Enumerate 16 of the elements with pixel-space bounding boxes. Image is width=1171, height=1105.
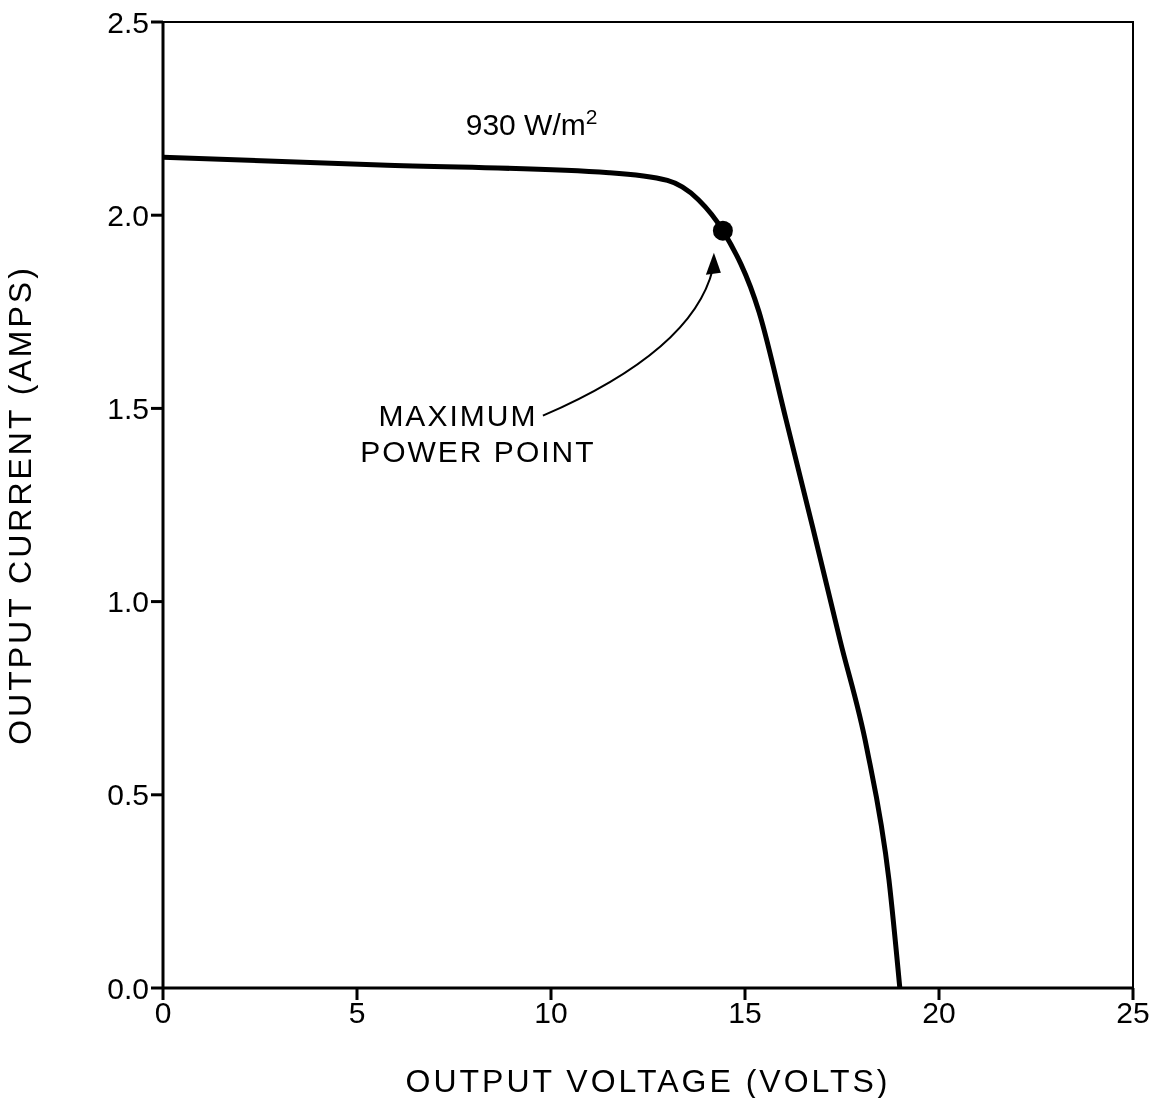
- x-tick-label: 25: [1116, 996, 1150, 1030]
- x-axis-title: OUTPUT VOLTAGE (VOLTS): [405, 1063, 891, 1099]
- series-label: 930 W/m$^{2}$: [465, 104, 598, 142]
- annotation: MAXIMUM POWER POINT: [360, 398, 596, 468]
- y-tick-label: 2.5: [107, 5, 149, 39]
- y-tick-label: 0.5: [107, 778, 149, 812]
- y-tick-label: 0.0: [107, 971, 149, 1005]
- x-tick-label: 20: [922, 996, 956, 1030]
- y-tick-label: 1.5: [107, 392, 149, 426]
- x-tick-label: 10: [534, 996, 568, 1030]
- y-tick-label: 1.0: [107, 585, 149, 619]
- y-axis-title: OUTPUT CURRENT (AMPS): [2, 265, 39, 745]
- x-tick-label: 15: [728, 996, 762, 1030]
- y-tick-label: 2.0: [107, 198, 149, 232]
- x-tick-label: 5: [348, 996, 366, 1030]
- x-tick-label: 0: [154, 996, 172, 1030]
